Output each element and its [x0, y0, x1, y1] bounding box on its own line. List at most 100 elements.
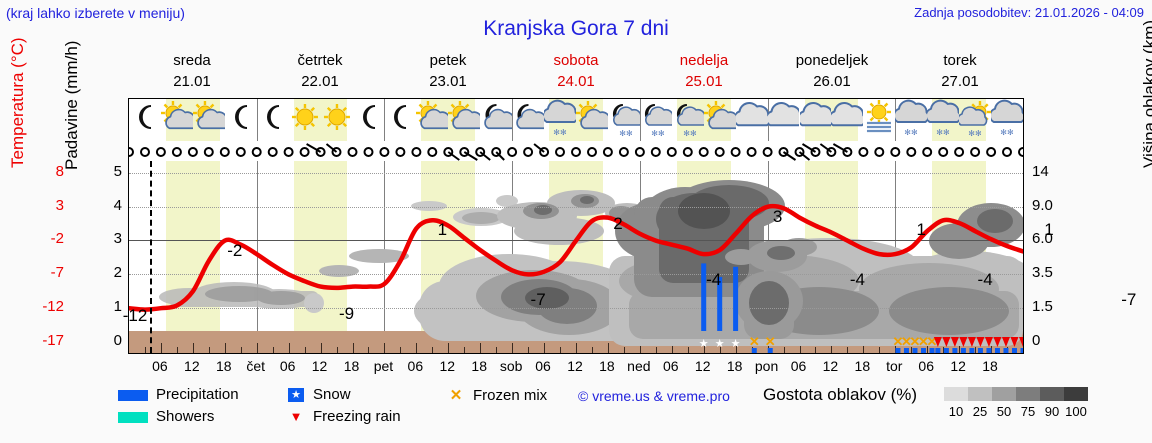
- cloud-height-tick-1.5: 1.5: [1032, 298, 1053, 315]
- time-label-12-21: 12: [822, 358, 839, 374]
- precip-marker-pf5: [929, 348, 935, 353]
- precipitation-bars: ★ ★ ★: [699, 263, 741, 350]
- density-value-100: 100: [1065, 404, 1087, 419]
- weather-icon-cloud-snow-24: ✻✻: [895, 99, 928, 141]
- precipitation-tick-1: 1: [113, 298, 122, 315]
- precip-marker-pz9: [960, 348, 966, 353]
- day-name: četrtek: [297, 52, 343, 69]
- density-value-50: 50: [996, 404, 1012, 419]
- precip-marker-pz11: [977, 348, 983, 353]
- svg-text:✕: ✕: [927, 334, 938, 349]
- day-date: 21.01: [173, 73, 211, 90]
- axis-tick: [863, 343, 865, 353]
- precip-marker-pz14: [1003, 348, 1009, 353]
- temp-label-12: -7: [1121, 290, 1137, 310]
- precip-marker-pf1: [895, 348, 901, 353]
- weather-icon-moon-cloud-11: [480, 99, 513, 141]
- frozen-mix-marker-f3: ✕: [918, 334, 929, 349]
- svg-text:✕: ✕: [910, 334, 921, 349]
- time-label-18-26: 18: [982, 358, 998, 374]
- axis-tick: [384, 343, 386, 353]
- svg-text:✕: ✕: [901, 334, 912, 349]
- temperature-tick--7: -7: [50, 264, 64, 281]
- temperature-value-labels: -12-2-91-72-43-41-41-7-0: [123, 161, 1137, 353]
- legend-freezing-rain-label: Freezing rain: [313, 408, 401, 425]
- temperature-tick-8: 8: [55, 163, 64, 180]
- weather-icon-sun-5: [289, 99, 321, 141]
- legend-frozen-mix: ✕ Frozen mix: [448, 386, 547, 404]
- day-header-7: torek 27.01: [896, 50, 1024, 95]
- precipitation-tick-3: 3: [113, 230, 122, 247]
- axis-tick: [735, 343, 737, 353]
- frozen-mix-marker-f0: ✕: [892, 334, 903, 349]
- axis-tick: [256, 343, 258, 353]
- precipitation-axis-title: Padavine (mm/h): [62, 40, 81, 170]
- weather-icon-moon-8: [384, 99, 416, 141]
- time-label-06-4: 06: [279, 358, 296, 374]
- forecast-field: ★ ★ ★ ✕ ✕ ✕ ✕ ✕ ✕ ✕: [129, 161, 1023, 353]
- time-label-ned-15: ned: [627, 358, 651, 374]
- time-label-06-12: 06: [535, 358, 551, 374]
- temp-label-4: -7: [530, 290, 546, 310]
- precip-marker-pz10: [969, 348, 975, 353]
- showers-swatch: [118, 411, 148, 423]
- snow-marker-0: ★: [699, 338, 709, 350]
- time-label-06-0: 06: [152, 358, 168, 374]
- temp-label-1: -2: [227, 240, 243, 260]
- snow-marker-2: ★: [731, 338, 741, 350]
- precip-marker-pf3: [912, 348, 918, 353]
- axis-tick: [208, 347, 210, 353]
- freezing-rain-marker-z11: [984, 337, 993, 347]
- time-label-12-9: 12: [439, 358, 456, 374]
- axis-tick: [192, 343, 194, 353]
- day-separator-3: [512, 99, 514, 141]
- cloud-height-axis-title: Višina oblakov (km): [1140, 19, 1152, 168]
- day-date: 25.01: [685, 73, 723, 90]
- time-label-pet-7: pet: [373, 358, 394, 374]
- svg-text:✻✻: ✻✻: [619, 129, 633, 138]
- svg-text:✕: ✕: [892, 334, 903, 349]
- axis-tick: [464, 347, 466, 353]
- time-label-sob-11: sob: [499, 358, 523, 374]
- cloud-height-tick-0: 0: [1032, 332, 1041, 349]
- axis-tick: [655, 347, 657, 353]
- temperature-tick--17: -17: [42, 332, 64, 349]
- weather-icon-moon-4: [257, 99, 289, 141]
- temperature-axis-title: Temperatura (°C): [8, 37, 27, 168]
- precipitation-tick-2: 2: [113, 264, 122, 281]
- axis-tick: [607, 343, 609, 353]
- copyright-link[interactable]: © vreme.us & vreme.pro: [578, 388, 730, 404]
- weather-icon-sun-fog-23: [863, 99, 895, 141]
- axis-tick: [240, 347, 242, 353]
- day-date: 23.01: [429, 73, 467, 90]
- weather-icon-row: ✻✻ ✻✻ ✻✻ ✻✻ ✻✻ ✻✻ ✻✻ ✻✻: [129, 99, 1023, 141]
- freezing-rain-marker-z5: [933, 337, 942, 347]
- precip-type-markers: ✕ ✕ ✕✕✕✕✕: [749, 334, 1023, 353]
- axis-tick: [496, 347, 498, 353]
- density-value-25: 25: [972, 404, 988, 419]
- axis-tick: [576, 343, 577, 353]
- precip-bar-2: [733, 266, 739, 331]
- time-label-čet-3: čet: [246, 358, 266, 374]
- cloud-height-tick-3.5: 3.5: [1032, 264, 1053, 281]
- weather-icon-moon-cloud-12: [512, 99, 545, 141]
- freezing-rain-marker-z13: [1001, 337, 1010, 347]
- density-value-10: 10: [948, 404, 964, 419]
- freezing-rain-icon: ▼: [289, 409, 303, 424]
- day-header-5: nedelja 25.01: [640, 50, 768, 95]
- axis-tick: [400, 347, 402, 353]
- day-separator-4: [639, 99, 641, 141]
- temp-label-5: 2: [613, 213, 623, 233]
- weather-icon-sun-cloud-2: [192, 99, 225, 141]
- axis-tick: [639, 343, 641, 353]
- weather-icon-sun-cloud-18: [703, 99, 736, 141]
- axis-tick: [352, 343, 354, 353]
- svg-text:✕: ✕: [918, 334, 929, 349]
- frozen-mix-marker-f4: ✕: [927, 334, 938, 349]
- daylight-shading-2: [293, 161, 348, 353]
- freezing-rain-marker-z10: [976, 337, 985, 347]
- legend-precipitation-label: Precipitation: [156, 386, 239, 403]
- freezing-rain-marker-z7: [950, 337, 959, 347]
- precipitation-tick-0: 0: [113, 332, 122, 349]
- density-value-75: 75: [1020, 404, 1036, 419]
